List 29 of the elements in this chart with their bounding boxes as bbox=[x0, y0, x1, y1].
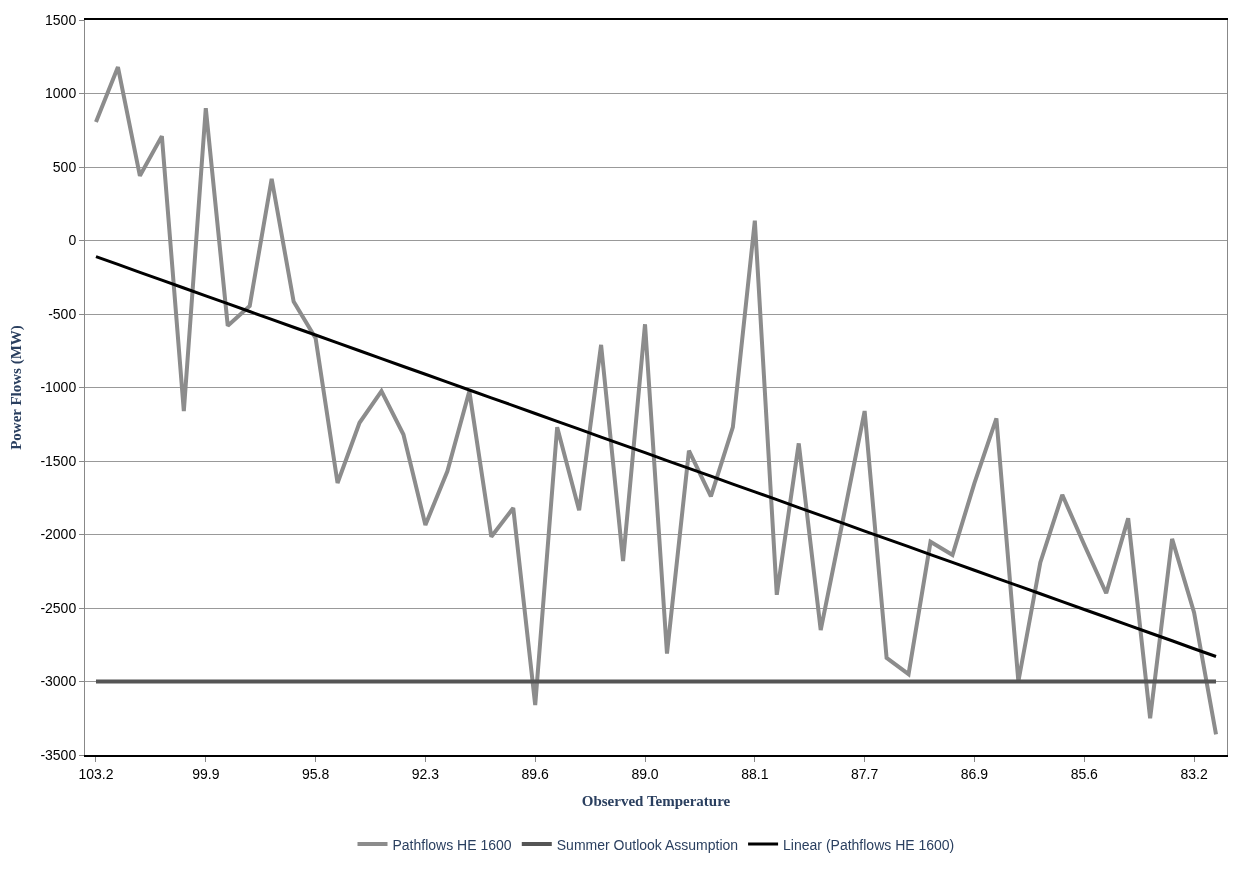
x-tick-label: 89.0 bbox=[631, 765, 659, 782]
x-tick-label: 87.7 bbox=[851, 765, 879, 782]
y-tick-label: 1500 bbox=[45, 11, 77, 28]
x-tick-label: 88.1 bbox=[741, 765, 769, 782]
x-tick-label: 86.9 bbox=[960, 765, 989, 782]
x-tick-label: 92.3 bbox=[411, 765, 440, 782]
line-series bbox=[94, 255, 1218, 659]
y-axis-title: Power Flows (MW) bbox=[7, 325, 25, 450]
y-tick-label: -2500 bbox=[40, 599, 77, 616]
x-tick-label: 85.6 bbox=[1070, 765, 1099, 782]
x-axis-title: Observed Temperature bbox=[581, 793, 731, 810]
legend-label: Summer Outlook Assumption bbox=[556, 836, 739, 853]
x-tick-label: 89.6 bbox=[521, 765, 550, 782]
y-tick-label: 1000 bbox=[45, 85, 77, 102]
x-tick-label: 103.2 bbox=[78, 765, 114, 782]
y-tick-label: -2000 bbox=[40, 526, 77, 543]
y-tick-label: -1000 bbox=[40, 379, 77, 396]
y-tick-label: -3500 bbox=[40, 746, 77, 763]
x-tick-label: 99.9 bbox=[192, 765, 220, 782]
y-tick-label: -500 bbox=[48, 305, 77, 322]
x-tick-label: 95.8 bbox=[301, 765, 330, 782]
x-tick-label: 83.2 bbox=[1180, 765, 1208, 782]
line-series bbox=[93, 65, 1219, 737]
y-tick-label: 500 bbox=[52, 158, 77, 175]
legend-label: Linear (Pathflows HE 1600) bbox=[783, 836, 955, 853]
y-tick-label: -3000 bbox=[40, 673, 77, 690]
y-tick-label: 0 bbox=[68, 232, 77, 249]
legend-label: Pathflows HE 1600 bbox=[392, 836, 512, 853]
y-tick-label: -1500 bbox=[40, 452, 77, 469]
